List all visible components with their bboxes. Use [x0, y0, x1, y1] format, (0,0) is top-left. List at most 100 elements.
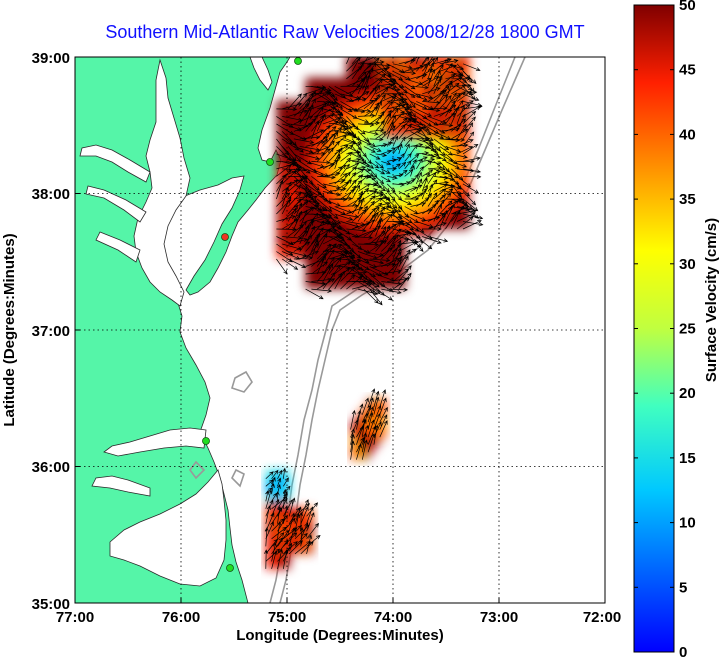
heat-cell	[265, 485, 273, 494]
velocity-arrow	[277, 520, 282, 539]
colorbar-tick-label: 15	[679, 450, 696, 467]
heat-cell	[457, 107, 464, 117]
heat-cell	[305, 273, 313, 282]
heat-cell	[373, 406, 381, 415]
heat-cell	[393, 265, 400, 274]
velocity-arrow	[398, 181, 411, 186]
heat-cell	[451, 115, 459, 124]
velocity-arrow	[322, 86, 338, 101]
heat-cell	[439, 152, 447, 162]
heat-cell	[276, 220, 284, 229]
velocity-arrow	[276, 107, 298, 112]
heat-cell	[381, 145, 389, 154]
heat-cell	[362, 436, 370, 445]
heat-cell	[358, 250, 365, 259]
heat-cell	[350, 421, 358, 430]
velocity-arrow	[392, 135, 399, 147]
velocity-arrow	[316, 113, 326, 132]
heat-cell	[398, 175, 406, 184]
velocity-arrow	[271, 532, 285, 547]
heat-cell	[393, 175, 400, 184]
velocity-arrow	[398, 272, 412, 290]
heat-cell	[334, 205, 342, 214]
velocity-arrow	[288, 527, 296, 547]
heat-cell	[416, 175, 424, 184]
heat-cell	[393, 160, 400, 169]
heat-cell	[276, 190, 284, 199]
heat-cell	[300, 545, 308, 554]
heat-cell	[340, 100, 348, 109]
velocity-arrow	[305, 198, 323, 211]
heat-cell	[398, 122, 406, 132]
heat-cell	[416, 198, 424, 207]
heat-cell	[422, 92, 429, 102]
heat-cell	[393, 243, 400, 252]
velocity-arrow	[375, 94, 386, 110]
heat-cell	[445, 137, 453, 147]
heat-cell	[422, 115, 429, 124]
heat-cell	[363, 145, 371, 154]
heat-cell	[387, 62, 394, 72]
velocity-arrow	[404, 93, 416, 109]
velocity-arrow	[410, 93, 428, 101]
heat-cell	[439, 137, 447, 147]
heat-cell	[404, 115, 412, 124]
velocity-arrow	[287, 138, 304, 153]
heat-cell	[340, 273, 348, 282]
y-tick-labels: 39:00 38:00 37:00 36:00 35:00	[32, 50, 70, 613]
heat-cell	[311, 137, 319, 147]
heat-cell	[334, 280, 342, 289]
velocity-arrow	[322, 93, 339, 108]
heat-cell	[410, 167, 418, 177]
heat-cell	[305, 258, 313, 267]
heat-cell	[282, 100, 289, 109]
contour-canyon-1	[231, 370, 253, 393]
velocity-arrow	[271, 476, 276, 487]
contour-canyon-3	[189, 460, 206, 480]
heat-cell	[433, 62, 441, 72]
delaware-bay	[249, 57, 273, 91]
heat-cell	[334, 92, 342, 102]
heat-cell	[334, 175, 342, 184]
velocity-arrow	[317, 175, 336, 180]
velocity-arrow	[293, 161, 311, 174]
heat-cell	[381, 122, 389, 132]
heat-cell	[328, 258, 336, 267]
heat-cell	[299, 175, 307, 184]
velocity-arrow	[404, 221, 420, 232]
heat-cell	[375, 265, 383, 274]
heat-cell	[457, 100, 464, 109]
heat-cell	[422, 57, 429, 64]
heat-cell	[445, 160, 453, 169]
heat-cell	[334, 198, 342, 207]
heat-cell	[422, 190, 429, 199]
heat-cell	[439, 122, 447, 132]
heat-cell	[358, 85, 365, 94]
heat-cell	[305, 107, 313, 117]
heat-cell	[356, 413, 364, 423]
velocity-arrow	[422, 169, 434, 177]
heat-cell	[410, 213, 418, 222]
velocity-arrow	[381, 168, 391, 174]
heat-cell	[346, 62, 354, 72]
heat-cell	[356, 451, 364, 460]
velocity-arrow	[322, 263, 334, 282]
velocity-arrow	[375, 226, 387, 245]
heat-cell	[346, 145, 354, 154]
heat-cell	[295, 545, 302, 554]
heat-cell	[410, 137, 418, 147]
heat-cell	[451, 57, 459, 64]
heat-cell	[375, 190, 383, 199]
heat-cell	[457, 145, 464, 154]
velocity-arrow	[340, 163, 350, 177]
heat-cell	[265, 477, 273, 487]
heat-cell	[375, 70, 383, 79]
heat-cell	[398, 198, 406, 207]
velocity-arrow	[392, 163, 401, 170]
velocity-arrow	[410, 153, 420, 162]
velocity-arrow	[317, 278, 336, 290]
chesapeake-bay	[133, 58, 191, 307]
velocity-arrow	[316, 198, 333, 212]
velocity-arrow	[340, 258, 362, 263]
heat-cell	[282, 235, 289, 244]
